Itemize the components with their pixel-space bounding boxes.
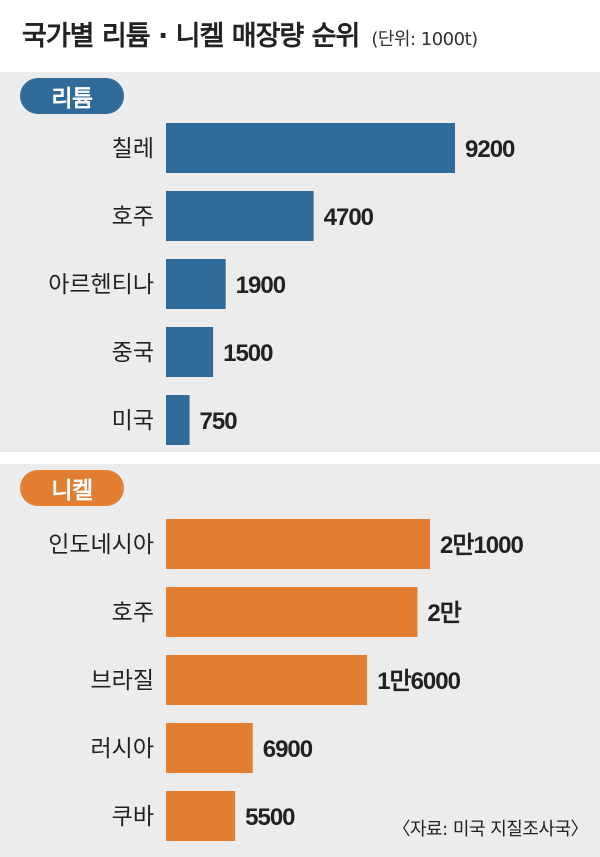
bar — [166, 519, 430, 569]
category-label: 미국 — [112, 408, 154, 434]
category-label: 브라질 — [91, 668, 154, 694]
value-label: 6900 — [263, 736, 313, 763]
value-label: 5500 — [245, 804, 295, 831]
bar — [166, 327, 214, 377]
value-label: 750 — [200, 408, 238, 435]
bar — [166, 395, 190, 445]
unit-label: (단위: 1000t) — [371, 29, 478, 50]
category-label: 중국 — [112, 340, 154, 366]
value-label: 1900 — [236, 272, 286, 299]
bar — [166, 791, 236, 841]
category-label: 칠레 — [112, 136, 154, 162]
lithium-panel: 리튬 칠레 9200 호주 4700 아르헨티나 1900 중국 1500 미국 750 — [0, 72, 600, 452]
lithium-bar-chart: 칠레 9200 호주 4700 아르헨티나 1900 중국 1500 미국 750 — [48, 123, 516, 445]
bar — [166, 123, 455, 173]
bar — [166, 655, 368, 705]
bar — [166, 191, 314, 241]
bar — [166, 587, 418, 637]
category-label: 쿠바 — [112, 804, 154, 830]
chart-title: 국가별 리튬 · 니켈 매장량 순위 — [22, 21, 360, 52]
value-label: 1500 — [223, 340, 273, 367]
title-row: 국가별 리튬 · 니켈 매장량 순위 (단위: 1000t) — [22, 14, 478, 58]
category-label: 호주 — [112, 204, 154, 230]
value-label: 2만 — [427, 600, 461, 627]
lithium-section-label: 리튬 — [20, 78, 124, 114]
value-label: 2만1000 — [440, 532, 523, 559]
category-label: 러시아 — [91, 736, 154, 762]
nickel-section-label: 니켈 — [20, 470, 124, 506]
source-note: 〈자료: 미국 지질조사국〉 — [392, 819, 588, 840]
category-label: 아르헨티나 — [48, 272, 154, 298]
category-label: 인도네시아 — [48, 532, 154, 558]
bar — [166, 723, 253, 773]
value-label: 4700 — [324, 204, 374, 231]
value-label: 9200 — [465, 136, 515, 163]
bar — [166, 259, 226, 309]
category-label: 호주 — [112, 600, 154, 626]
value-label: 1만6000 — [377, 668, 460, 695]
